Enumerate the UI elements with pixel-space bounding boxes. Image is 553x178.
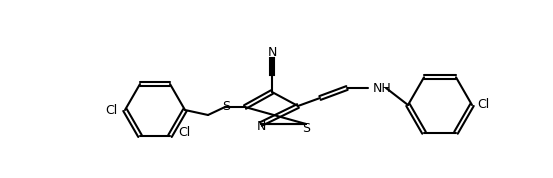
Text: S: S — [222, 101, 230, 114]
Text: Cl: Cl — [477, 98, 489, 111]
Text: N: N — [256, 121, 265, 134]
Text: NH: NH — [373, 82, 392, 95]
Text: Cl: Cl — [178, 127, 190, 140]
Text: Cl: Cl — [105, 103, 117, 116]
Text: N: N — [267, 46, 276, 59]
Text: S: S — [302, 122, 310, 135]
